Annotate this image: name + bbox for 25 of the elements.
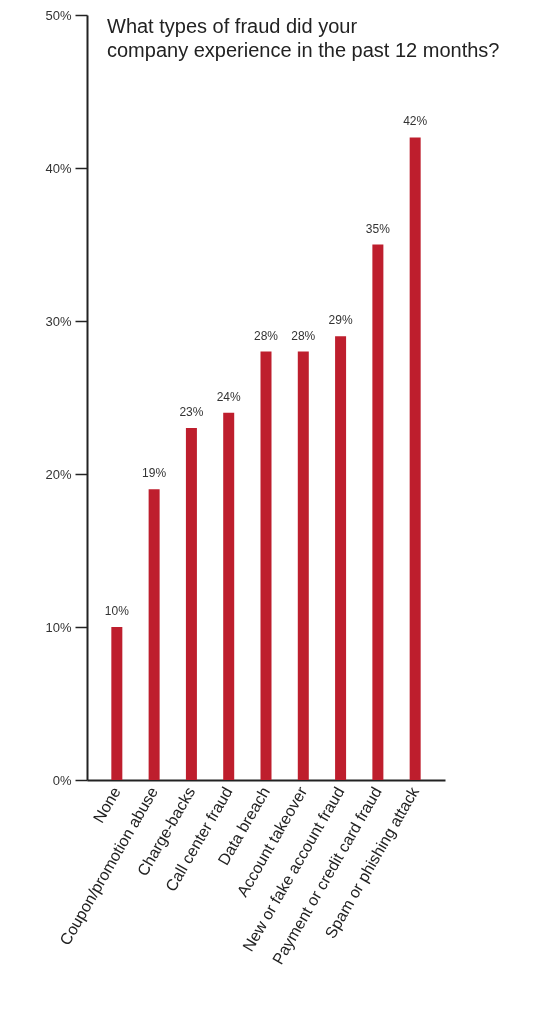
y-tick-label: 50%: [45, 7, 72, 23]
data-label: 28%: [253, 328, 279, 343]
data-label: 23%: [179, 405, 204, 420]
data-label: 10%: [104, 604, 130, 618]
data-label: 19%: [142, 466, 167, 481]
data-label: 35%: [365, 221, 391, 236]
text: What types of fraud did your company experience in the past 12 months?: [107, 15, 500, 61]
y-tick-label: 10%: [45, 619, 72, 635]
data-label: 24%: [216, 389, 242, 404]
bar: [372, 244, 384, 780]
bar: [185, 428, 197, 780]
bar: [297, 351, 309, 780]
y-tick-label: 30%: [45, 313, 72, 329]
bar: [148, 489, 160, 780]
y-tick-label: 0%: [52, 772, 72, 788]
bar: [111, 627, 123, 780]
data-label: 29%: [328, 313, 353, 328]
data-label: 28%: [291, 328, 316, 343]
bar: [335, 336, 347, 780]
y-tick-label: 40%: [45, 160, 72, 176]
bar: [409, 137, 421, 780]
bar: [260, 351, 272, 780]
data-label: 42%: [403, 114, 428, 129]
bar: [223, 412, 235, 780]
y-tick-label: 20%: [45, 466, 72, 482]
